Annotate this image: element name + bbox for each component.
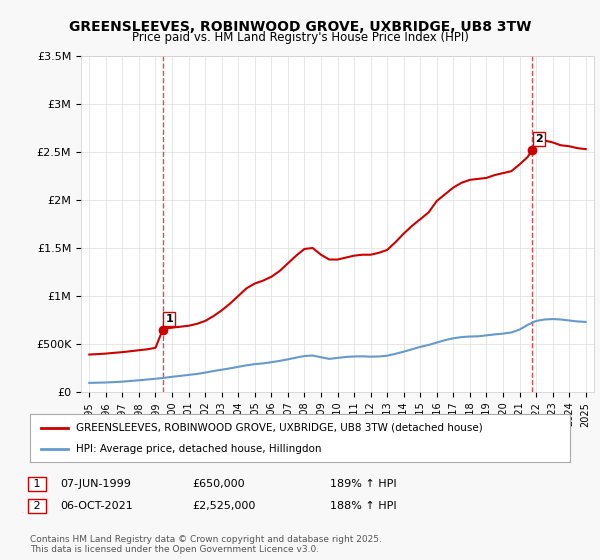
Text: Price paid vs. HM Land Registry's House Price Index (HPI): Price paid vs. HM Land Registry's House … [131, 31, 469, 44]
Text: 1: 1 [30, 479, 44, 489]
Text: 06-OCT-2021: 06-OCT-2021 [60, 501, 133, 511]
Text: 188% ↑ HPI: 188% ↑ HPI [330, 501, 397, 511]
Text: Contains HM Land Registry data © Crown copyright and database right 2025.
This d: Contains HM Land Registry data © Crown c… [30, 535, 382, 554]
Text: 1: 1 [165, 314, 173, 324]
Text: £2,525,000: £2,525,000 [192, 501, 256, 511]
Text: £650,000: £650,000 [192, 479, 245, 489]
Text: 2: 2 [30, 501, 44, 511]
Text: HPI: Average price, detached house, Hillingdon: HPI: Average price, detached house, Hill… [76, 444, 322, 454]
Text: GREENSLEEVES, ROBINWOOD GROVE, UXBRIDGE, UB8 3TW (detached house): GREENSLEEVES, ROBINWOOD GROVE, UXBRIDGE,… [76, 423, 482, 433]
Text: 07-JUN-1999: 07-JUN-1999 [60, 479, 131, 489]
Text: GREENSLEEVES, ROBINWOOD GROVE, UXBRIDGE, UB8 3TW: GREENSLEEVES, ROBINWOOD GROVE, UXBRIDGE,… [69, 20, 531, 34]
Text: 2: 2 [535, 134, 542, 144]
Text: 189% ↑ HPI: 189% ↑ HPI [330, 479, 397, 489]
